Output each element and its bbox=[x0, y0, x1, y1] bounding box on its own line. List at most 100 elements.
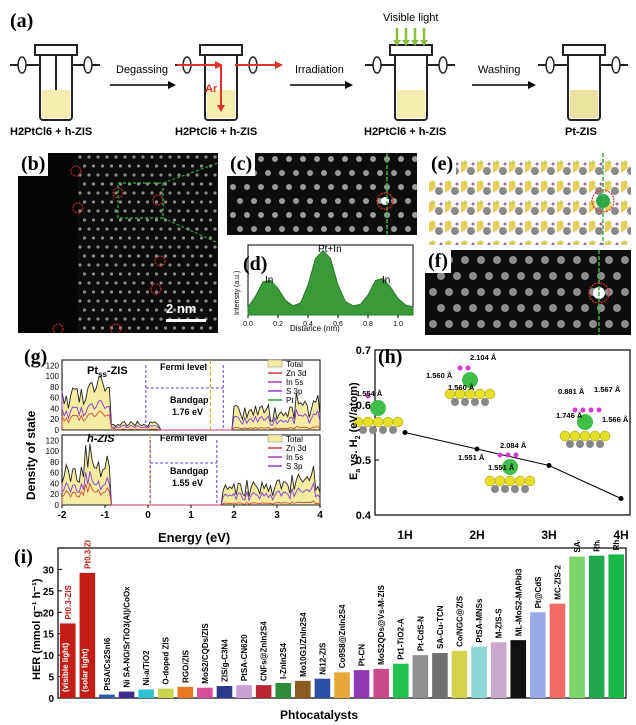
bond-length-label: 1.560 Å bbox=[426, 371, 453, 380]
her-bar-label: Pt0.3-ZIS bbox=[64, 585, 73, 620]
energy-point bbox=[546, 463, 552, 468]
her-bar bbox=[157, 688, 174, 698]
profile-xtick: 0.2 bbox=[273, 321, 283, 328]
her-bar-label: Pt-CN bbox=[358, 644, 367, 666]
bond-length-label: 1.746 Å bbox=[556, 411, 583, 420]
dos-top-gap-label: Bandgap bbox=[170, 395, 209, 405]
energy-ylabel-sub: a bbox=[355, 468, 363, 473]
her-bar bbox=[353, 670, 370, 698]
her-bar-label: MC-ZIS-2 bbox=[553, 564, 562, 599]
dos-xtick: 4 bbox=[317, 510, 323, 521]
profile-chart: 0.0 0.2 0.4 0.6 0.8 1.0 bbox=[243, 244, 414, 328]
energy-ytick: 0.6 bbox=[356, 400, 371, 412]
step-degassing: Degassing bbox=[116, 64, 168, 76]
her-bar-label: Ni SA-NG/SrTiO3(Al)/CoOx bbox=[123, 586, 132, 688]
her-condition-note: (solar light) bbox=[80, 648, 89, 692]
her-bar bbox=[118, 691, 135, 698]
energy-ylabel-e: E bbox=[348, 472, 360, 480]
dos-bottom-title: h-ZIS bbox=[87, 433, 115, 445]
dos-legend-entry: In 5s bbox=[286, 378, 303, 387]
her-ytick: 20 bbox=[43, 608, 55, 619]
dos-legend-entry: S 3p bbox=[286, 462, 303, 471]
energy-xtick: 2H bbox=[469, 528, 484, 540]
her-bar bbox=[216, 686, 233, 698]
dos-ytick: 80 bbox=[50, 383, 59, 392]
her-bar-label: ML-MoS2-MAPbI3 bbox=[514, 568, 523, 636]
her-ytick: 30 bbox=[43, 565, 55, 576]
dos-bottom-fermi: Fermi level bbox=[160, 433, 208, 443]
vessel-2-label: H2PtCl6 + h-ZIS bbox=[175, 126, 258, 138]
her-bar-label: Rh/Cr2O3/CoOOH/SrTiO3:Al bbox=[593, 540, 602, 552]
energy-point bbox=[474, 446, 480, 452]
her-ytick: 25 bbox=[43, 587, 55, 598]
dos-top-fermi: Fermi level bbox=[160, 362, 208, 372]
her-bar-label: O-doped ZIS bbox=[162, 636, 171, 684]
energy-ylabel-sub2: 2 bbox=[355, 435, 363, 440]
her-bar-label: SA-Cu-TCN bbox=[436, 605, 445, 649]
her-bar bbox=[392, 663, 409, 698]
energy-xtick: 3H bbox=[541, 528, 556, 540]
vessel-2 bbox=[175, 44, 283, 121]
dos-xlabel: Energy (eV) bbox=[158, 530, 231, 545]
energy-ytick: 0.4 bbox=[356, 510, 372, 522]
her-bar-label: Co9S8@ZnIn2S4 bbox=[338, 604, 347, 668]
her-condition-note: (visible light) bbox=[61, 642, 70, 692]
her-bar bbox=[569, 556, 585, 698]
dos-xtick: -2 bbox=[58, 510, 67, 521]
energy-ylabel: Ea vs. H2 (eV/atom) bbox=[348, 382, 362, 480]
her-bar-label: MoS2QDs@Vs-M-ZIS bbox=[377, 584, 386, 664]
her-bar bbox=[236, 685, 252, 698]
dos-legend-entry: Zn 3d bbox=[286, 369, 306, 378]
dos-top-title-rest: -ZIS bbox=[106, 365, 128, 377]
dos-top-title: Ptss-ZIS bbox=[87, 365, 128, 379]
her-bar bbox=[255, 685, 272, 698]
peak-label-in-right: In bbox=[382, 275, 391, 286]
her-bar bbox=[412, 655, 429, 698]
her-bar-label: CNFs@ZnIn2S4 bbox=[260, 621, 269, 681]
dos-ytick: 40 bbox=[50, 479, 59, 488]
dos-xtick: 0 bbox=[145, 510, 151, 521]
bond-length-label: 0.881 Å bbox=[558, 387, 585, 396]
panel-h-label: (h) bbox=[378, 346, 403, 368]
energy-line bbox=[404, 432, 622, 499]
profile-xtick: 1.0 bbox=[393, 321, 403, 328]
her-bar-label: ZIS/g-C3N4 bbox=[220, 639, 229, 682]
dos-ytick: 0 bbox=[55, 426, 60, 435]
dos-ytick: 100 bbox=[46, 372, 60, 381]
energy-xtick: 4H bbox=[613, 528, 628, 540]
her-bar bbox=[608, 554, 624, 698]
energy-chart: 0.4 0.5 0.6 0.7 1H 2H 3H 4H 1.554 Å 1.560 Å 2.104 … bbox=[352, 345, 631, 540]
dos-xtick: 2 bbox=[231, 510, 237, 521]
simulated-image-f bbox=[429, 250, 629, 335]
energy-ylabel-rest: vs. H bbox=[348, 439, 360, 469]
panel-d-label: (d) bbox=[243, 253, 268, 275]
vessel-4 bbox=[538, 44, 628, 121]
bond-length-label: 1.566 Å bbox=[602, 415, 629, 424]
process-schematic bbox=[10, 28, 628, 121]
her-ytick: 15 bbox=[43, 630, 55, 641]
profile-ylabel: Intensity (a.u.) bbox=[234, 270, 241, 315]
dos-top-title-sub: ss bbox=[98, 370, 107, 380]
her-ylabel: HER (mmol g⁻¹ h⁻¹) bbox=[31, 578, 43, 680]
her-bar-label: RhCrOx/SrTiO3:Al bbox=[612, 540, 621, 550]
dos-xtick: 3 bbox=[274, 510, 280, 521]
panel-f-label: (f) bbox=[425, 250, 451, 273]
profile-xtick: 0.0 bbox=[243, 321, 253, 328]
her-ytick: 5 bbox=[48, 673, 54, 684]
dos-legend-entry: In 5s bbox=[286, 453, 303, 462]
stem-image-c bbox=[230, 153, 417, 235]
her-bar bbox=[295, 680, 311, 698]
bond-length-label: 1.551 Å bbox=[488, 463, 515, 472]
her-ytick: 10 bbox=[43, 651, 55, 662]
dos-legend-entry: Pt bbox=[286, 396, 294, 405]
energy-point bbox=[618, 496, 624, 501]
vessel-1-label: H2PtCl6 + h-ZIS bbox=[10, 126, 93, 138]
stem-image-b bbox=[18, 153, 218, 333]
her-bar-label: Pt1-TiO2-A bbox=[397, 618, 406, 659]
her-bar-label: Ni-a/TiO2 bbox=[142, 650, 151, 686]
her-bar bbox=[138, 689, 154, 698]
her-bar bbox=[432, 653, 448, 698]
dos-ytick: 20 bbox=[50, 415, 59, 424]
her-bar-label: M-ZIS-S bbox=[495, 608, 504, 638]
